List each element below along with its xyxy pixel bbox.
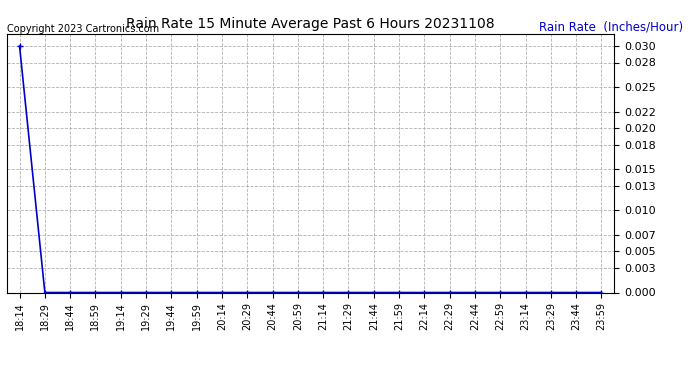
Text: Rain Rate  (Inches/Hour): Rain Rate (Inches/Hour) [539, 21, 683, 34]
Text: Copyright 2023 Cartronics.com: Copyright 2023 Cartronics.com [7, 24, 159, 34]
Title: Rain Rate 15 Minute Average Past 6 Hours 20231108: Rain Rate 15 Minute Average Past 6 Hours… [126, 17, 495, 31]
